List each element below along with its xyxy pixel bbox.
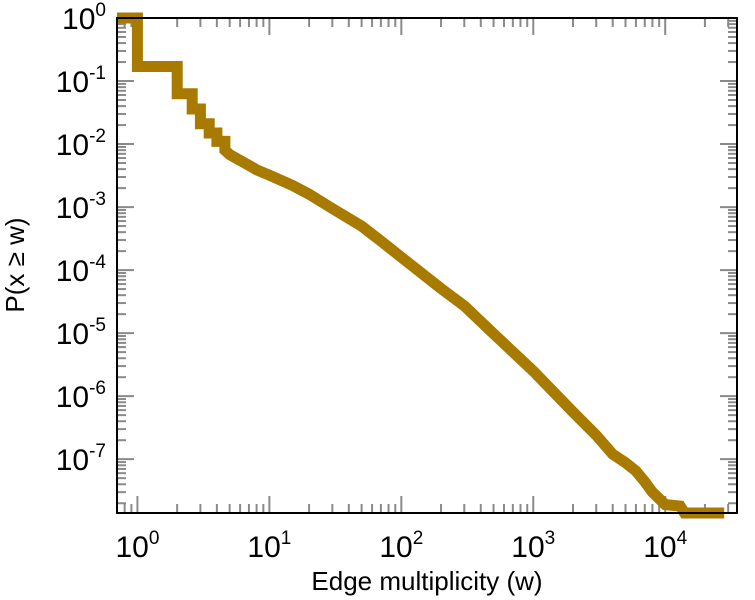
x-tick-labels: 100 101 102 103 104	[115, 528, 687, 564]
plot-area	[117, 12, 725, 519]
x-tick-label: 102	[379, 528, 423, 564]
x-axis-title: Edge multiplicity (w)	[311, 566, 542, 596]
minor-ticks	[116, 18, 737, 513]
y-tick-label: 100	[62, 0, 106, 36]
y-axis-title: P(x ≥ w)	[0, 217, 30, 312]
y-tick-label: 10-5	[56, 315, 106, 351]
x-tick-label: 101	[247, 528, 291, 564]
y-tick-label: 10-4	[56, 252, 107, 288]
x-tick-label: 103	[511, 528, 555, 564]
y-tick-label: 10-2	[56, 126, 106, 162]
plot-frame	[116, 17, 738, 514]
y-tick-label: 10-6	[56, 378, 106, 414]
data-series-line	[117, 12, 725, 519]
y-tick-label: 10-1	[56, 63, 106, 99]
y-tick-label: 10-7	[56, 441, 106, 477]
y-tick-label: 10-3	[56, 189, 106, 225]
x-tick-label: 100	[115, 528, 159, 564]
x-tick-label: 104	[643, 528, 687, 564]
y-tick-labels: 100 10-1 10-2 10-3 10-4 10-5 10-6 10-7	[56, 0, 107, 477]
